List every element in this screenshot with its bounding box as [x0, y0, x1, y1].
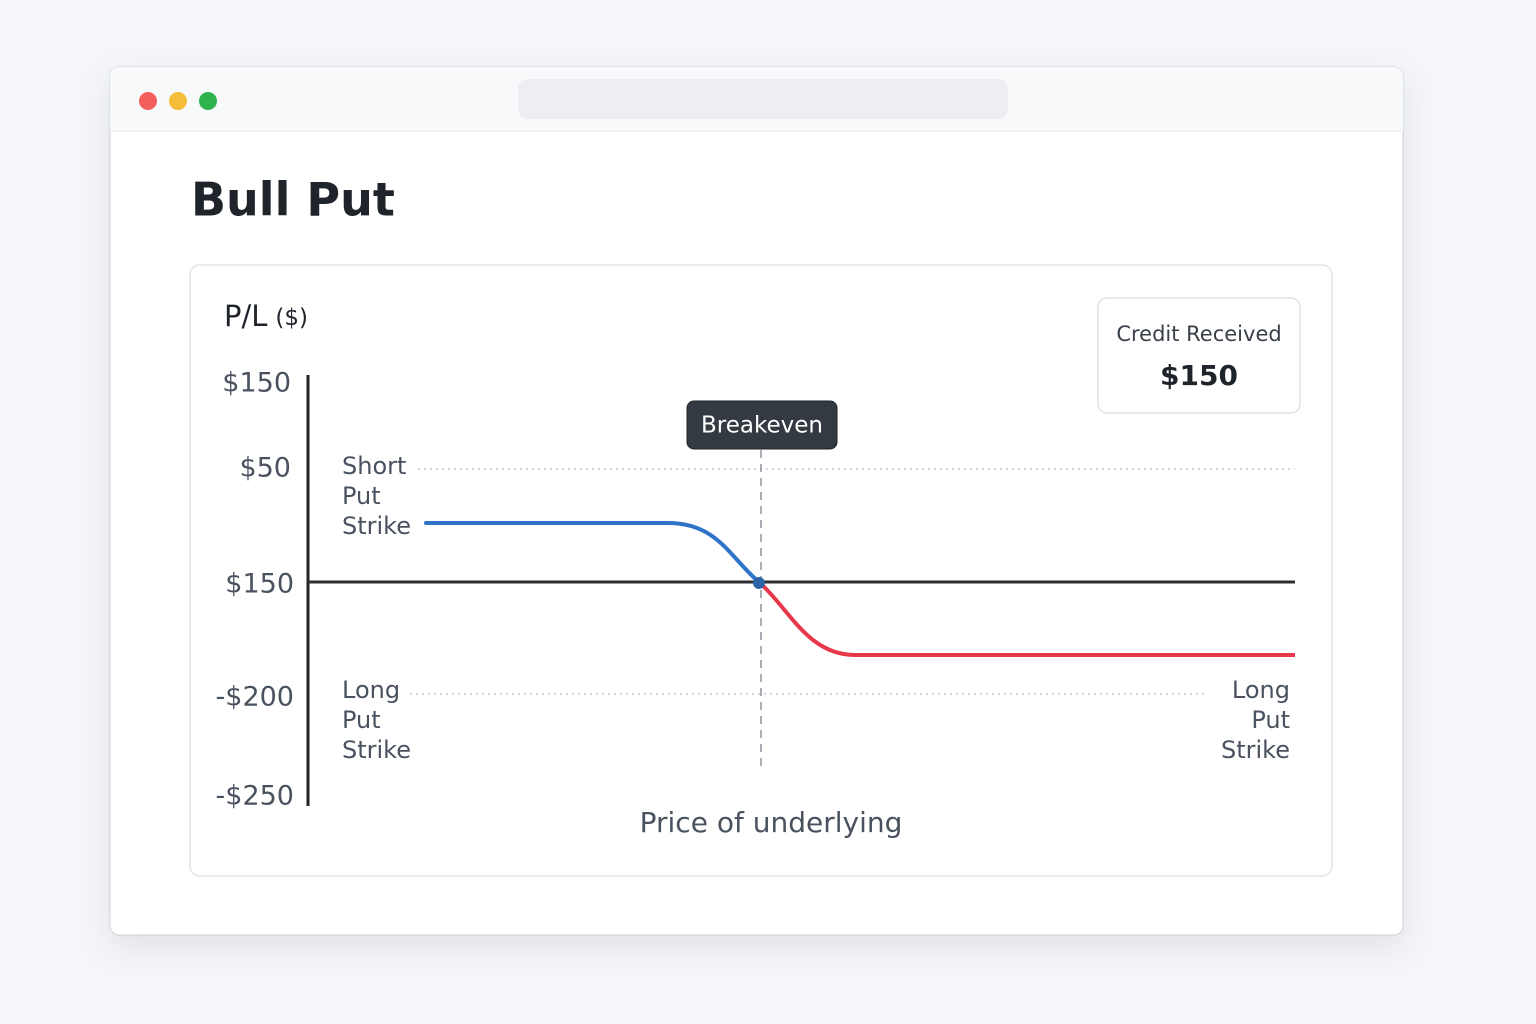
annotation-line: Put [342, 706, 381, 734]
credit-label: Credit Received [1116, 322, 1281, 346]
page-title: Bull Put [191, 173, 395, 227]
annotation-line: Put [342, 482, 381, 510]
breakeven-tooltip [686, 400, 838, 450]
annotation-line: Put [1251, 706, 1290, 734]
annotation-line: Strike [342, 512, 411, 540]
breakeven-text: Breakeven [701, 413, 823, 439]
axis-unit: ($) [275, 305, 308, 331]
y-label: -$250 [216, 781, 294, 812]
y-label: -$200 [216, 682, 294, 713]
annotation-line: Long [1232, 676, 1290, 704]
profit-curve [424, 521, 762, 585]
breakeven-point [753, 577, 765, 589]
credit-value: $150 [1160, 359, 1238, 392]
chart-card [189, 264, 1333, 877]
minimize-button[interactable] [169, 92, 187, 110]
y-label: $150 [222, 368, 291, 399]
annotation-line: Long [342, 676, 400, 704]
x-axis-label: Price of underlying [640, 806, 903, 839]
annotation-line: Short [342, 452, 406, 480]
annotation-line: Strike [342, 736, 411, 764]
axis-title: P/L ($) [224, 299, 308, 333]
axis-title-text: P/L [224, 299, 267, 333]
close-button[interactable] [139, 92, 157, 110]
y-label: $50 [239, 453, 291, 484]
annotation-line: Strike [1221, 736, 1290, 764]
y-label: $150 [225, 569, 294, 600]
maximize-button[interactable] [199, 92, 217, 110]
loss-curve [758, 581, 1295, 657]
credit-box [1097, 297, 1301, 414]
address-bar[interactable] [518, 79, 1008, 119]
